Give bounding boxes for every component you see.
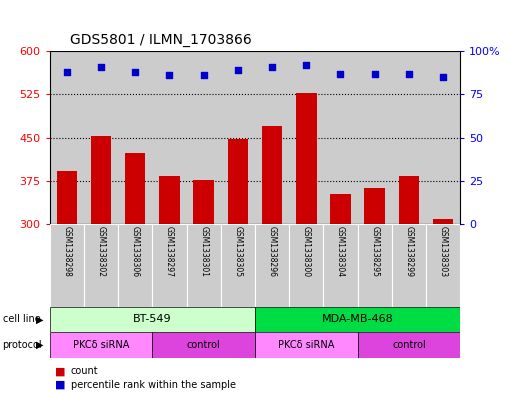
- Bar: [50, 332, 152, 358]
- Bar: [194, 180, 214, 224]
- Bar: [91, 136, 111, 224]
- Text: GSM1338304: GSM1338304: [336, 226, 345, 277]
- Bar: [358, 51, 392, 224]
- Point: [370, 70, 379, 77]
- Text: GSM1338302: GSM1338302: [97, 226, 106, 277]
- Bar: [296, 93, 316, 224]
- Bar: [365, 188, 385, 224]
- Point: [234, 67, 242, 73]
- Point: [63, 69, 71, 75]
- Bar: [399, 176, 419, 224]
- Bar: [152, 224, 187, 307]
- Text: GSM1338299: GSM1338299: [404, 226, 413, 277]
- Text: ▶: ▶: [36, 314, 43, 324]
- Bar: [330, 194, 351, 224]
- Bar: [84, 224, 118, 307]
- Point: [405, 70, 413, 77]
- Text: ■: ■: [55, 380, 65, 390]
- Bar: [323, 51, 358, 224]
- Point: [336, 70, 345, 77]
- Point: [302, 62, 311, 68]
- Text: BT-549: BT-549: [133, 314, 172, 324]
- Text: GSM1338300: GSM1338300: [302, 226, 311, 277]
- Point: [199, 72, 208, 79]
- Text: GSM1338303: GSM1338303: [439, 226, 448, 277]
- Bar: [125, 153, 145, 224]
- Bar: [152, 332, 255, 358]
- Text: GSM1338298: GSM1338298: [62, 226, 71, 277]
- Text: ■: ■: [55, 366, 65, 376]
- Text: control: control: [187, 340, 221, 350]
- Bar: [118, 224, 152, 307]
- Point: [165, 72, 174, 79]
- Text: PKCδ siRNA: PKCδ siRNA: [73, 340, 129, 350]
- Bar: [255, 51, 289, 224]
- Bar: [323, 224, 358, 307]
- Bar: [289, 224, 323, 307]
- Point: [97, 64, 105, 70]
- Text: GSM1338306: GSM1338306: [131, 226, 140, 277]
- Bar: [255, 307, 460, 332]
- Text: MDA-MB-468: MDA-MB-468: [322, 314, 393, 324]
- Text: cell line: cell line: [3, 314, 40, 324]
- Text: GSM1338305: GSM1338305: [233, 226, 242, 277]
- Bar: [433, 219, 453, 224]
- Bar: [262, 126, 282, 224]
- Bar: [187, 51, 221, 224]
- Bar: [392, 51, 426, 224]
- Bar: [159, 176, 180, 224]
- Point: [439, 74, 447, 80]
- Bar: [221, 51, 255, 224]
- Text: GSM1338297: GSM1338297: [165, 226, 174, 277]
- Bar: [255, 224, 289, 307]
- Text: GSM1338296: GSM1338296: [268, 226, 277, 277]
- Point: [131, 69, 140, 75]
- Bar: [426, 224, 460, 307]
- Bar: [426, 51, 460, 224]
- Bar: [56, 171, 77, 224]
- Bar: [358, 332, 460, 358]
- Bar: [392, 224, 426, 307]
- Text: protocol: protocol: [3, 340, 42, 350]
- Bar: [289, 51, 323, 224]
- Bar: [50, 51, 84, 224]
- Text: percentile rank within the sample: percentile rank within the sample: [71, 380, 235, 390]
- Bar: [255, 332, 358, 358]
- Text: PKCδ siRNA: PKCδ siRNA: [278, 340, 335, 350]
- Bar: [152, 51, 187, 224]
- Bar: [221, 224, 255, 307]
- Point: [268, 64, 276, 70]
- Text: control: control: [392, 340, 426, 350]
- Bar: [84, 51, 118, 224]
- Text: count: count: [71, 366, 98, 376]
- Text: ▶: ▶: [36, 340, 43, 350]
- Bar: [50, 307, 255, 332]
- Text: GDS5801 / ILMN_1703866: GDS5801 / ILMN_1703866: [70, 33, 252, 47]
- Bar: [118, 51, 152, 224]
- Text: GSM1338301: GSM1338301: [199, 226, 208, 277]
- Bar: [228, 139, 248, 224]
- Bar: [358, 224, 392, 307]
- Text: GSM1338295: GSM1338295: [370, 226, 379, 277]
- Bar: [50, 224, 84, 307]
- Bar: [187, 224, 221, 307]
